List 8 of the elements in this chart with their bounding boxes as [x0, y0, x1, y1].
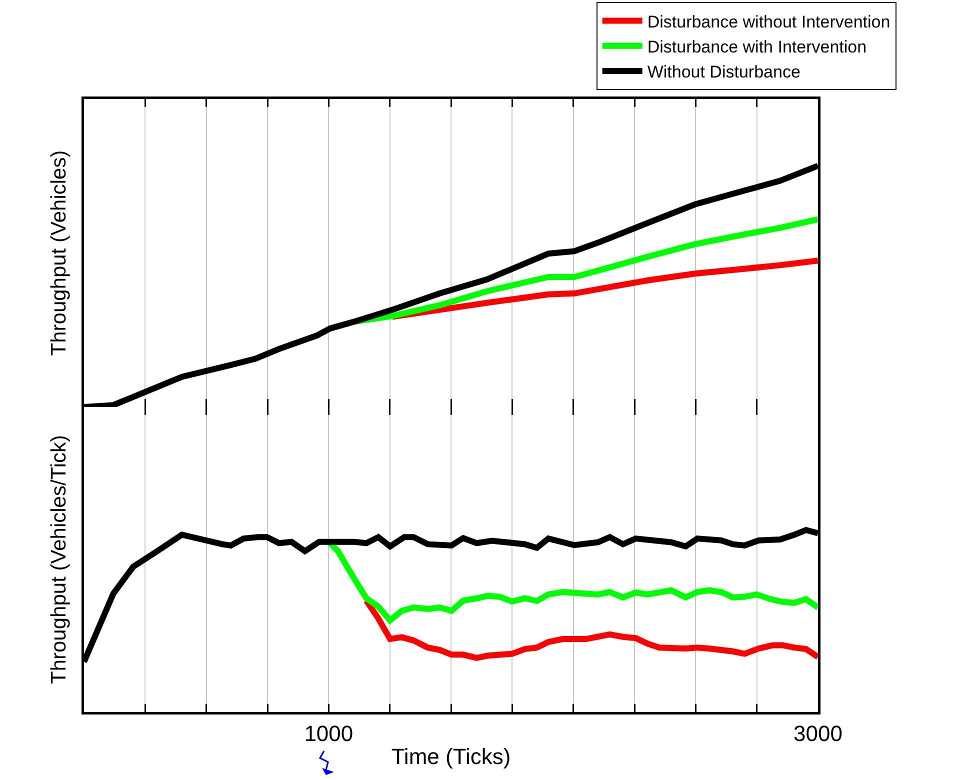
- legend-label: Disturbance with Intervention: [647, 37, 867, 56]
- x-axis-title: Time (Ticks): [391, 744, 511, 770]
- x-tick-label: 1000: [304, 720, 354, 746]
- legend-label: Without Disturbance: [647, 62, 800, 82]
- legend-label: Disturbance without Intervention: [647, 12, 890, 32]
- x-tick-label: 3000: [794, 720, 842, 746]
- y-axis-title: Throughput (Vehicles): [47, 150, 70, 356]
- y-axis-title: Throughput (Vehicles/Tick): [47, 435, 70, 684]
